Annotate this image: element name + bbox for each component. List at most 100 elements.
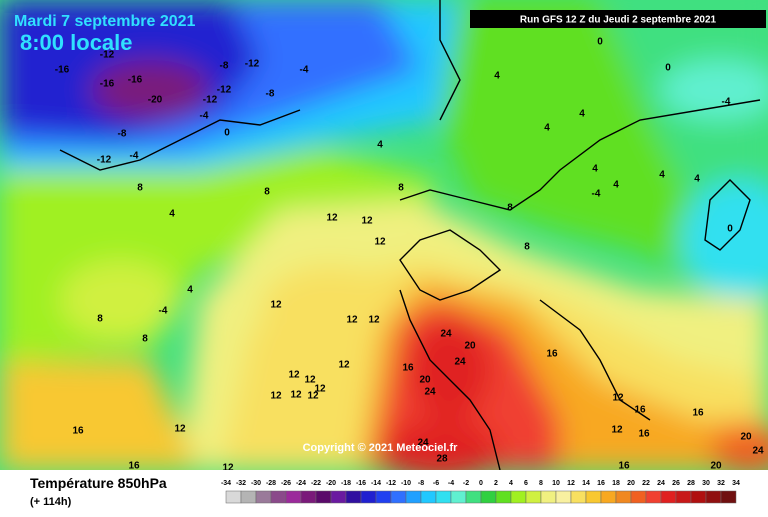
colorbar-tick-label: 26 — [672, 480, 680, 487]
contour-label: 0 — [597, 37, 603, 48]
contour-label: 12 — [288, 370, 300, 381]
colorbar-cell — [240, 490, 257, 504]
colorbar-tick-label: 6 — [524, 480, 528, 487]
colorbar-tick-label: -6 — [433, 480, 439, 487]
temperature-field — [0, 0, 768, 470]
colorbar-tick-label: 24 — [657, 480, 665, 487]
colorbar-tick-label: -18 — [341, 480, 351, 487]
run-info: Run GFS 12 Z du Jeudi 2 septembre 2021 — [520, 15, 717, 26]
forecast-date: Mardi 7 septembre 2021 — [14, 13, 196, 30]
contour-label: 4 — [187, 285, 193, 296]
colorbar-tick-label: 12 — [567, 480, 575, 487]
colorbar: -34 -32 -30 -28 -26 -24 -22 -20 -18 -16 -14 -12 -10-… — [221, 480, 740, 504]
contour-label: -12 — [203, 95, 218, 106]
colorbar-tick-label: 28 — [687, 480, 695, 487]
contour-label: 8 — [97, 314, 103, 325]
colorbar-tick-label: -16 — [356, 480, 366, 487]
colorbar-tick-label: -10 — [401, 480, 411, 487]
copyright: Copyright © 2021 Meteociel.fr — [303, 442, 459, 454]
contour-label: 8 — [524, 242, 530, 253]
colorbar-cell — [375, 490, 392, 504]
contour-label: 12 — [314, 384, 326, 395]
contour-label: -4 — [300, 65, 309, 76]
contour-label: 20 — [710, 461, 722, 472]
contour-label: 4 — [169, 209, 175, 220]
colorbar-tick-label: 0 — [479, 480, 483, 487]
colorbar-tick-label: 20 — [627, 480, 635, 487]
contour-label: 12 — [290, 390, 302, 401]
contour-label: 16 — [618, 461, 630, 472]
colorbar-tick-label: 30 — [702, 480, 710, 487]
contour-label: 20 — [740, 432, 752, 443]
run-box — [470, 10, 766, 28]
colorbar-cell — [540, 490, 557, 504]
contour-label: 12 — [346, 315, 358, 326]
colorbar-cell — [630, 490, 647, 504]
contour-label: 12 — [222, 463, 234, 474]
colorbar-cell — [285, 490, 302, 504]
contour-label: 12 — [612, 393, 624, 404]
contour-label: 16 — [546, 349, 558, 360]
contour-label: -8 — [266, 89, 275, 100]
contour-label: 8 — [264, 187, 270, 198]
contour-label: 8 — [507, 203, 513, 214]
colorbar-cell — [645, 490, 662, 504]
contour-label: 8 — [142, 334, 148, 345]
contour-label: 16 — [692, 408, 704, 419]
contour-label: 28 — [436, 454, 448, 465]
colorbar-cell — [705, 490, 722, 504]
contour-label: -12 — [100, 50, 115, 61]
colorbar-tick-label: -28 — [266, 480, 276, 487]
colorbar-tick-label: -2 — [463, 480, 469, 487]
contour-label: 8 — [398, 183, 404, 194]
contour-label: -4 — [722, 97, 731, 108]
contour-label: 12 — [368, 315, 380, 326]
contour-label: 12 — [270, 300, 282, 311]
contour-label: -8 — [220, 61, 229, 72]
colorbar-cell — [360, 490, 377, 504]
colorbar-cell — [255, 490, 272, 504]
colorbar-tick-label: 4 — [509, 480, 513, 487]
contour-label: -4 — [130, 151, 139, 162]
forecast-time: 8:00 locale — [20, 30, 133, 55]
contour-label: -16 — [55, 65, 70, 76]
colorbar-tick-label: 22 — [642, 480, 650, 487]
contour-labels: -16-12-16 -16-20-8 -12-4-12 -8-12-4-8 0-12 -4… — [55, 37, 764, 474]
colorbar-cell — [405, 490, 422, 504]
colorbar-cell — [720, 490, 737, 504]
colorbar-cell — [270, 490, 287, 504]
contour-label: 12 — [270, 391, 282, 402]
colorbar-cell — [555, 490, 572, 504]
colorbar-cell — [225, 490, 242, 504]
contour-label: 8 — [137, 183, 143, 194]
colorbar-cell — [420, 490, 437, 504]
contour-label: 12 — [338, 360, 350, 371]
contour-label: 20 — [419, 375, 431, 386]
contour-label: 16 — [72, 426, 84, 437]
colorbar-tick-label: 14 — [582, 480, 590, 487]
colorbar-tick-label: -8 — [418, 480, 424, 487]
contour-label: 24 — [440, 329, 452, 340]
contour-label: -12 — [217, 85, 232, 96]
contour-label: 24 — [424, 387, 436, 398]
colorbar-tick-label: -22 — [311, 480, 321, 487]
contour-label: 4 — [592, 164, 598, 175]
colorbar-cell — [675, 490, 692, 504]
colorbar-tick-label: -12 — [386, 480, 396, 487]
contour-label: 24 — [454, 357, 466, 368]
colorbar-cell — [315, 490, 332, 504]
contour-label: -8 — [118, 129, 127, 140]
contour-label: 16 — [402, 363, 414, 374]
contour-label: 4 — [694, 174, 700, 185]
contour-label: 16 — [638, 429, 650, 440]
contour-label: 16 — [634, 405, 646, 416]
contour-label: 12 — [304, 375, 316, 386]
colorbar-cell — [495, 490, 512, 504]
colorbar-cell — [600, 490, 617, 504]
contour-label: 4 — [377, 140, 383, 151]
contour-label: -16 — [128, 75, 143, 86]
contour-label: 24 — [417, 438, 429, 449]
colorbar-cell — [435, 490, 452, 504]
contour-label: 0 — [224, 128, 230, 139]
